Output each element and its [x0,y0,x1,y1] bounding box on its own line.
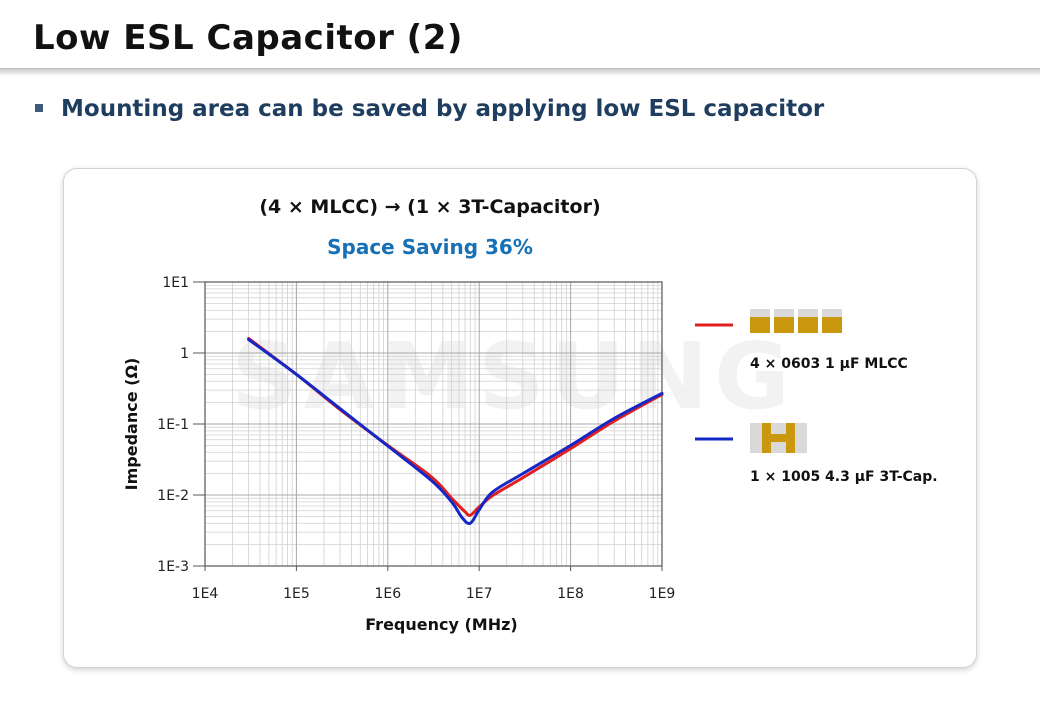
y-tick-label: 1 [180,346,189,362]
mlcc-chip-pad-icon [750,317,770,333]
slide-title: Low ESL Capacitor (2) [33,18,463,58]
x-tick-label: 1E4 [192,586,219,602]
x-tick-label: 1E5 [283,586,310,602]
3t-cap-pad-bridge-icon [762,434,795,442]
bullet-text: Mounting area can be saved by applying l… [61,96,825,122]
mlcc-chip-pad-icon [798,317,818,333]
x-tick-label: 1E7 [466,586,493,602]
x-tick-label: 1E9 [649,586,676,602]
mlcc-chip-pad-icon [822,317,842,333]
series-line-3t-cap [247,337,664,526]
y-axis-label: Impedance (Ω) [122,358,141,491]
x-tick-label: 1E8 [557,586,584,602]
y-tick-label: 1E-3 [157,559,189,575]
mlcc-chip-pad-icon [774,317,794,333]
legend-label-mlcc: 4 × 0603 1 μF MLCC [750,356,908,372]
x-tick-label: 1E6 [374,586,401,602]
y-tick-label: 1E-1 [157,417,189,433]
bullet-point: Mounting area can be saved by applying l… [35,96,824,122]
y-tick-label: 1E1 [162,275,189,291]
replacement-equation: (4 × MLCC) → (1 × 3T-Capacitor) [259,196,601,218]
y-tick-label: 1E-2 [157,488,189,504]
legend-label-3t-cap: 1 × 1005 4.3 μF 3T-Cap. [750,469,938,485]
watermark: SAMSUNG [231,323,796,430]
x-axis-label: Frequency (MHz) [365,615,517,634]
title-divider [0,68,1040,75]
square-bullet-icon [35,104,43,112]
space-saving-label: Space Saving 36% [327,235,533,259]
